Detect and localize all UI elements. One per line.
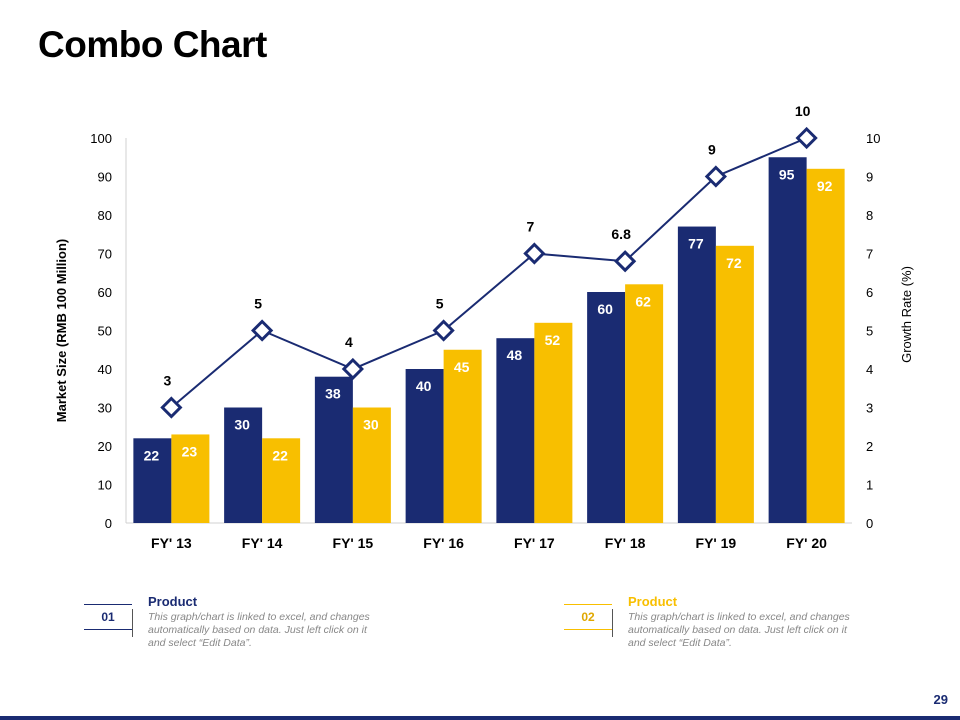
- y-tick-label: 90: [98, 170, 112, 185]
- y2-tick-label: 4: [866, 362, 873, 377]
- x-tick-label: FY' 19: [696, 535, 737, 551]
- line-data-label: 3: [163, 373, 171, 389]
- bar-data-label: 45: [454, 359, 470, 375]
- y2-tick-label: 5: [866, 324, 873, 339]
- bar: [625, 284, 664, 523]
- y-tick-label: 50: [98, 324, 112, 339]
- bar-data-label: 60: [597, 301, 613, 317]
- bar-data-label: 92: [817, 178, 833, 194]
- y2-tick-label: 9: [866, 170, 873, 185]
- growth-rate-marker: [160, 396, 183, 419]
- line-data-label: 9: [708, 142, 716, 158]
- growth-rate-marker: [795, 126, 818, 150]
- x-tick-label: FY' 13: [151, 535, 192, 551]
- y-tick-label: 80: [98, 208, 112, 223]
- bar-data-label: 95: [779, 166, 795, 182]
- legend-heading: Product: [628, 594, 678, 609]
- bar: [352, 407, 391, 523]
- bar: [314, 376, 353, 523]
- y2-tick-label: 6: [866, 285, 873, 300]
- y2-tick-label: 2: [866, 439, 873, 454]
- bar: [768, 157, 807, 523]
- bar: [224, 407, 263, 523]
- bar-data-label: 38: [325, 386, 341, 402]
- bar: [133, 438, 172, 523]
- growth-rate-line: [170, 137, 808, 409]
- bar: [534, 322, 573, 523]
- legend-description: This graph/chart is linked to excel, and…: [628, 611, 850, 649]
- bar-data-label: 22: [272, 447, 288, 463]
- y2-tick-label: 8: [866, 208, 873, 223]
- bar: [496, 338, 535, 523]
- line-data-label: 7: [526, 219, 534, 235]
- y2-axis-title: Growth Rate (%): [899, 266, 914, 363]
- bar-data-label: 30: [234, 417, 250, 433]
- bar: [405, 369, 444, 523]
- growth-rate-marker: [704, 165, 727, 188]
- y-tick-label: 70: [98, 247, 112, 262]
- legend-block-02: 02 Product This graph/chart is linked to…: [564, 594, 864, 664]
- bar: [443, 349, 482, 523]
- legend-number: 02: [564, 604, 613, 637]
- bar-data-label: 48: [507, 347, 523, 363]
- bar: [171, 434, 210, 523]
- bar-data-label: 22: [144, 447, 160, 463]
- growth-rate-marker: [432, 319, 455, 342]
- bar-data-label: 72: [726, 255, 742, 271]
- legend-number: 01: [84, 604, 133, 637]
- legend-heading: Product: [148, 594, 198, 609]
- y-tick-label: 10: [98, 478, 112, 493]
- line-data-label: 5: [254, 296, 262, 312]
- bar-data-label: 40: [416, 378, 432, 394]
- x-tick-label: FY' 16: [423, 535, 464, 551]
- line-data-label: 10: [795, 103, 811, 119]
- line-data-label: 6.8: [611, 226, 631, 242]
- x-tick-label: FY' 20: [786, 535, 827, 551]
- bar-data-label: 30: [363, 417, 379, 433]
- line-data-label: 5: [436, 296, 444, 312]
- bar: [262, 438, 301, 523]
- legend-description: This graph/chart is linked to excel, and…: [148, 611, 370, 649]
- x-tick-label: FY' 15: [333, 535, 374, 551]
- y-tick-label: 30: [98, 401, 112, 416]
- y2-tick-label: 0: [866, 516, 873, 531]
- growth-rate-marker: [523, 242, 546, 265]
- bar: [715, 245, 754, 524]
- bar: [677, 226, 716, 524]
- bar: [587, 292, 626, 523]
- y-tick-label: 40: [98, 362, 112, 377]
- bar-data-label: 77: [688, 236, 704, 252]
- x-tick-label: FY' 18: [605, 535, 646, 551]
- y2-tick-label: 10: [866, 131, 880, 146]
- y2-tick-label: 1: [866, 478, 873, 493]
- line-data-label: 4: [345, 334, 353, 350]
- bar: [806, 168, 845, 524]
- bar-data-label: 52: [545, 332, 561, 348]
- y-tick-label: 20: [98, 439, 112, 454]
- growth-rate-marker: [614, 250, 637, 273]
- growth-rate-marker: [251, 319, 274, 342]
- x-tick-label: FY' 17: [514, 535, 555, 551]
- y-tick-label: 60: [98, 285, 112, 300]
- bottom-accent-bar: [0, 716, 960, 720]
- combo-chart: 0102030405060708090100012345678910Market…: [54, 103, 914, 551]
- y2-tick-label: 7: [866, 247, 873, 262]
- y2-tick-label: 3: [866, 401, 873, 416]
- x-tick-label: FY' 14: [242, 535, 283, 551]
- slide-title: Combo Chart: [38, 24, 267, 65]
- y-axis-title: Market Size (RMB 100 Million): [54, 239, 69, 422]
- bar-data-label: 23: [182, 443, 198, 459]
- page-number: 29: [933, 692, 948, 707]
- growth-rate-marker: [341, 357, 364, 381]
- y-tick-label: 100: [90, 131, 112, 146]
- legend-block-01: 01 Product This graph/chart is linked to…: [84, 594, 384, 664]
- bar-data-label: 62: [635, 293, 651, 309]
- y-tick-label: 0: [105, 516, 112, 531]
